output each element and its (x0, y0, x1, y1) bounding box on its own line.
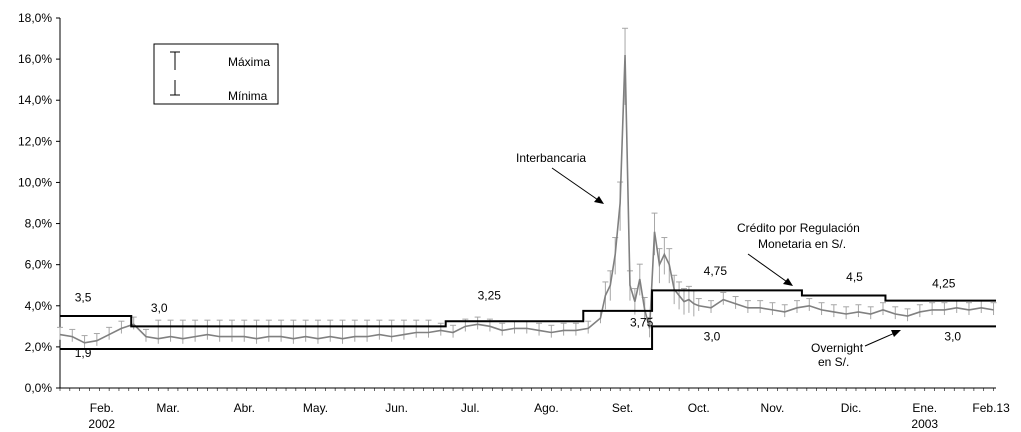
x-tick-year-label: 2002 (88, 417, 115, 431)
x-tick-label: May. (303, 401, 328, 415)
series-layer (59, 54, 996, 350)
annotation-overnight-arrow (864, 331, 898, 347)
arrowhead-icon (594, 196, 604, 204)
y-tick-label: 12,0% (18, 134, 52, 148)
rate-value-label: 4,25 (932, 276, 956, 290)
rate-value-label: 4,5 (846, 270, 863, 284)
y-tick-label: 14,0% (18, 93, 52, 107)
annotation-interbancaria: Interbancaria (516, 151, 586, 165)
x-tick-label: Set. (612, 401, 633, 415)
y-tick-label: 0,0% (25, 381, 53, 395)
y-tick-label: 4,0% (25, 299, 53, 313)
arrowhead-icon (783, 278, 793, 286)
rate-value-label: 1,9 (75, 346, 92, 360)
x-tick-label: Abr. (234, 401, 255, 415)
y-tick-label: 10,0% (18, 175, 52, 189)
series-line-2 (60, 325, 996, 350)
annotation-overnight-line1: Overnight (811, 341, 864, 355)
annotations: Interbancaria Crédito por Regulación Mon… (516, 151, 901, 369)
x-tick-label: Oct. (688, 401, 710, 415)
x-tick-label: Ago. (534, 401, 559, 415)
x-tick-label: Feb.13 (972, 401, 1010, 415)
y-tick-label: 8,0% (25, 217, 53, 231)
x-tick-label: Feb. (90, 401, 114, 415)
annotation-credito-line1: Crédito por Regulación (737, 221, 860, 235)
y-tick-label: 2,0% (25, 340, 53, 354)
series-line-1 (60, 289, 996, 328)
rate-value-label: 3,0 (704, 330, 721, 344)
x-tick-label: Dic. (841, 401, 862, 415)
x-tick-label: Nov. (761, 401, 785, 415)
annotation-credito-arrow (747, 253, 791, 285)
rate-value-label: 4,75 (704, 264, 728, 278)
y-tick-label: 18,0% (18, 11, 52, 25)
arrowhead-icon (891, 330, 901, 337)
annotation-credito-line2: Monetaria en S/. (758, 237, 846, 251)
y-tick-label: 16,0% (18, 52, 52, 66)
annotation-overnight-line2: en S/. (818, 355, 849, 369)
legend: Máxima Mínima (153, 43, 279, 105)
annotation-interbancaria-arrow (551, 167, 602, 203)
y-tick-label: 6,0% (25, 258, 53, 272)
rate-value-label: 3,25 (478, 289, 502, 303)
legend-max-label: Máxima (228, 55, 270, 69)
x-tick-label: Ene. (912, 401, 937, 415)
rate-value-label: 3,0 (151, 301, 168, 315)
y-axis: 0,0% 2,0% 4,0% 6,0% 8,0% 10,0% 12,0% 14,0% 16,0%… (18, 11, 61, 395)
x-axis: Feb. 2002 Mar. Abr. May. Jun. Jul. Ago. Set. Oct.… (59, 387, 1010, 431)
rate-value-label: 3,5 (75, 291, 92, 305)
rate-value-label: 3,75 (630, 315, 654, 329)
rate-value-label: 3,0 (944, 330, 961, 344)
series-line-0 (59, 54, 994, 344)
x-tick-year-label: 2003 (911, 417, 938, 431)
x-tick-label: Mar. (156, 401, 179, 415)
x-tick-label: Jul. (461, 401, 480, 415)
x-tick-label: Jun. (385, 401, 408, 415)
value-labels: 3,5 3,0 3,25 3,75 4,75 4,5 4,25 1,9 3,0 3,0 (75, 264, 962, 360)
legend-min-label: Mínima (228, 89, 268, 103)
